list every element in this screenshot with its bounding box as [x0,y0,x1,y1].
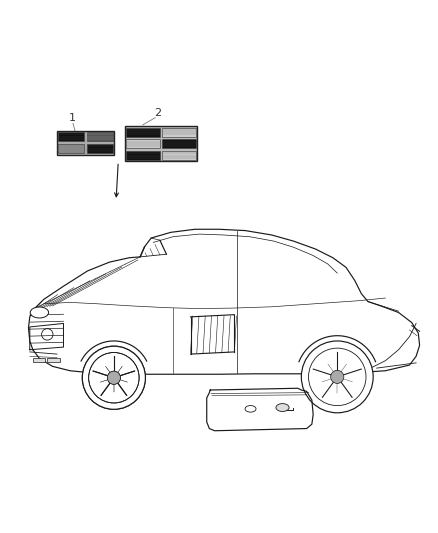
Text: 2: 2 [154,108,161,118]
Ellipse shape [30,307,49,318]
Bar [87,132,113,141]
Bar [125,126,197,161]
Bar [47,358,60,362]
Bar [162,128,196,136]
Bar [126,139,159,148]
Bar [58,144,84,154]
Bar [126,151,159,160]
Text: 1: 1 [69,112,76,123]
Circle shape [107,371,120,384]
Circle shape [301,341,373,413]
Bar [87,144,113,154]
Circle shape [82,346,145,409]
Circle shape [107,371,120,384]
Ellipse shape [276,403,289,411]
Bar [162,151,196,160]
Circle shape [300,340,374,414]
Bar [33,358,45,362]
Circle shape [331,370,344,383]
Bar [58,132,84,141]
Bar [57,131,114,155]
Bar [126,128,159,136]
Circle shape [81,345,147,410]
Circle shape [82,346,145,409]
Bar [162,139,196,148]
Ellipse shape [245,406,256,412]
